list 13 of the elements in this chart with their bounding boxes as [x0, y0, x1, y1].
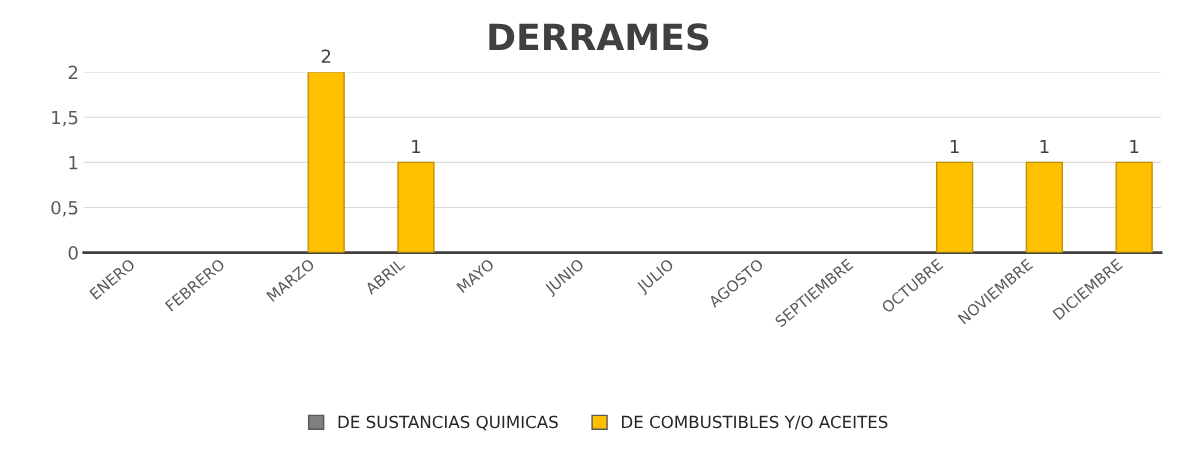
data-label: 1 [412, 139, 421, 154]
y-tick-label: 0 [68, 246, 78, 260]
y-tick-label: 2 [68, 65, 78, 80]
legend-label: DE SUSTANCIAS QUIMICAS [338, 415, 558, 431]
legend-label: DE COMBUSTIBLES Y/O ACEITES [622, 415, 888, 430]
y-tick-label: 0,5 [51, 200, 78, 217]
chart-title: DERRAMES [489, 23, 709, 51]
data-label: 2 [321, 49, 331, 63]
data-label: 1 [950, 139, 959, 154]
y-tick-label: 1 [69, 156, 78, 170]
y-tick-label: 1,5 [52, 110, 78, 127]
data-label: 1 [1040, 139, 1049, 154]
data-label: 1 [1130, 139, 1139, 154]
